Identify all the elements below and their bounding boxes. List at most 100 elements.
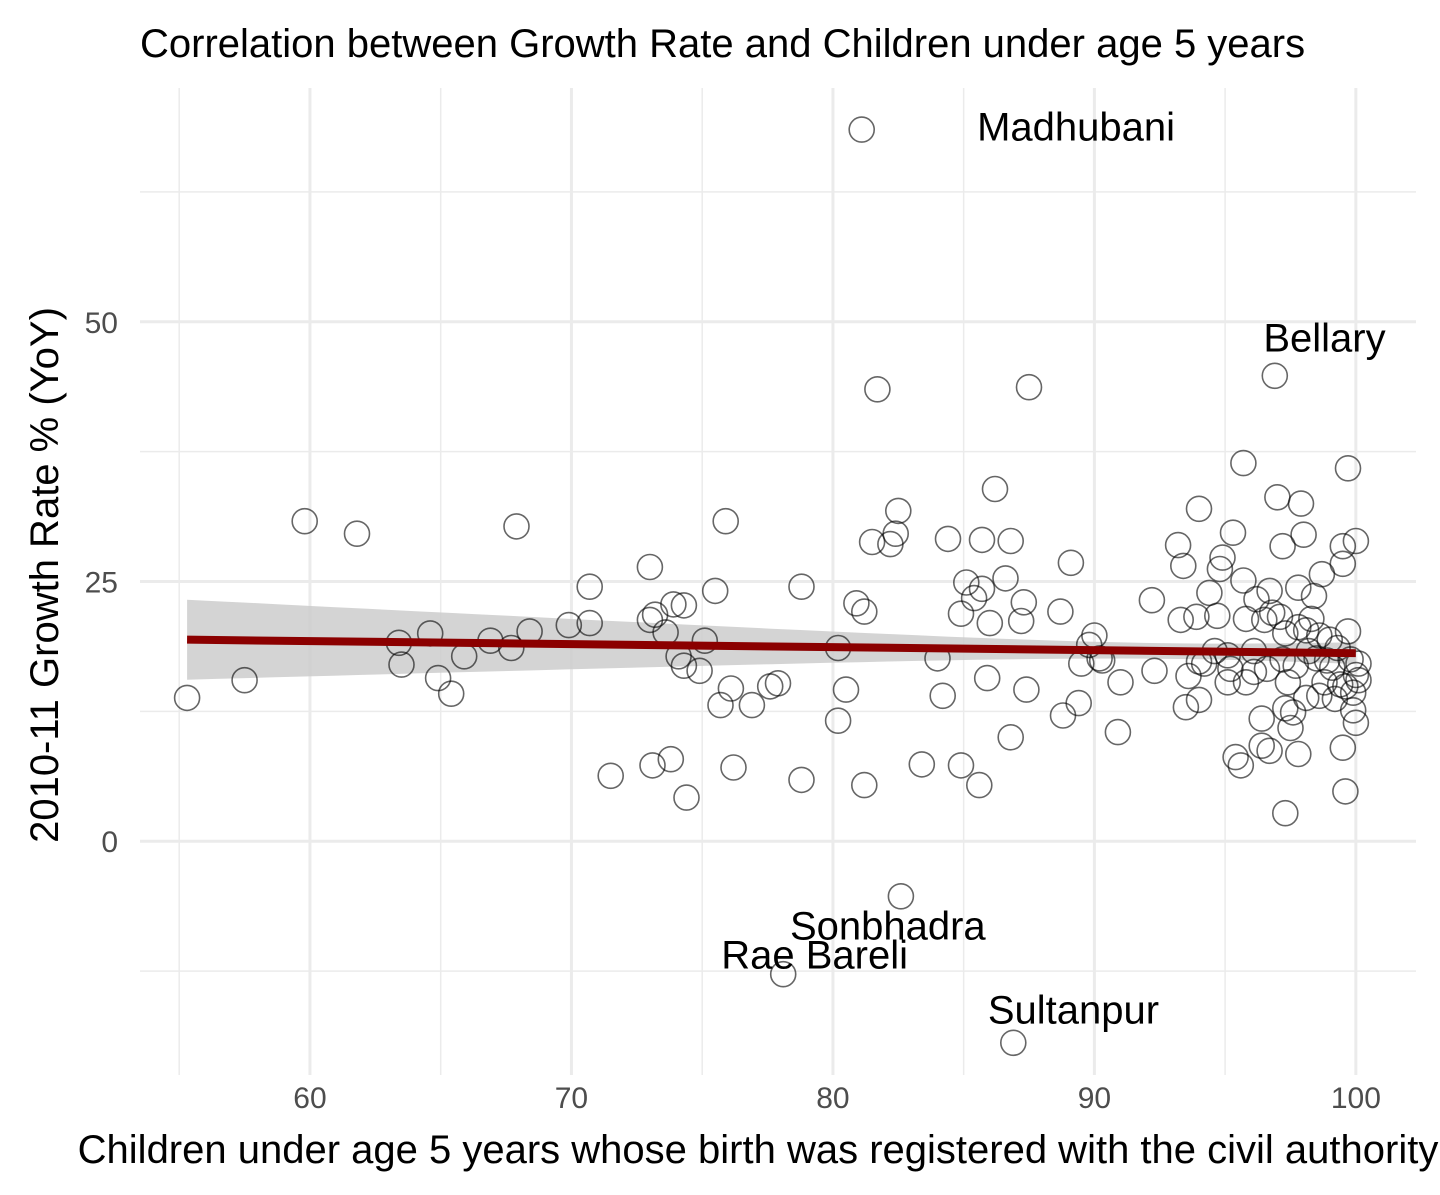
annotation-label: Bellary	[1263, 316, 1385, 360]
data-point	[1214, 668, 1241, 696]
data-point	[947, 752, 975, 779]
major-gridlines	[140, 88, 1416, 1075]
data-point	[686, 657, 713, 685]
data-point	[843, 589, 870, 617]
data-point	[639, 752, 666, 779]
data-point	[1219, 519, 1247, 547]
data-point	[1196, 579, 1223, 607]
data-point	[1290, 521, 1317, 549]
data-point	[1311, 668, 1338, 696]
data-point	[388, 651, 415, 678]
data-point	[1285, 740, 1312, 768]
data-point	[1329, 734, 1357, 762]
data-point	[1167, 606, 1194, 634]
data-point	[1057, 549, 1085, 577]
y-tick-label: 50	[85, 307, 118, 340]
data-point	[1049, 702, 1077, 729]
data-point	[1170, 552, 1197, 580]
data-point	[1306, 682, 1333, 710]
data-point	[887, 882, 915, 910]
data-point	[999, 1029, 1027, 1057]
data-point	[992, 565, 1019, 592]
y-tick-labels: 0 25 50	[85, 307, 118, 859]
data-point	[1256, 737, 1283, 765]
data-point	[691, 627, 719, 655]
data-point	[882, 520, 910, 548]
data-point	[976, 609, 1004, 637]
data-point	[1339, 679, 1367, 707]
data-point	[968, 526, 996, 554]
chart-title: Correlation between Growth Rate and Chil…	[140, 22, 1305, 66]
data-point	[497, 634, 525, 662]
data-point	[1334, 454, 1362, 482]
data-point	[1292, 684, 1320, 712]
data-point	[997, 723, 1025, 751]
data-point	[1332, 778, 1359, 805]
data-point	[1303, 645, 1330, 672]
data-point	[1337, 646, 1364, 673]
data-point	[877, 530, 904, 558]
data-point	[1251, 606, 1278, 634]
x-tick-label: 90	[1078, 1082, 1111, 1115]
data-point	[597, 762, 625, 790]
data-point	[424, 664, 452, 692]
data-point	[1248, 705, 1275, 732]
data-point	[660, 591, 687, 618]
data-point	[670, 592, 698, 619]
data-point	[981, 475, 1009, 503]
data-point	[1248, 732, 1275, 760]
data-point	[1339, 696, 1367, 724]
data-point	[1185, 686, 1213, 714]
data-point	[1332, 673, 1359, 700]
y-tick-label: 25	[85, 567, 118, 600]
data-point	[1232, 668, 1260, 696]
data-point	[576, 573, 604, 601]
data-point	[1326, 671, 1354, 698]
data-point	[973, 664, 1001, 692]
data-point	[1345, 650, 1372, 677]
data-point	[1342, 661, 1370, 689]
data-point	[1230, 449, 1257, 477]
data-point	[1172, 693, 1200, 721]
data-point	[712, 507, 740, 535]
data-point	[1334, 618, 1362, 645]
data-point	[1256, 577, 1283, 605]
data-point	[960, 584, 988, 612]
data-point	[1272, 799, 1299, 827]
data-point	[1206, 555, 1234, 583]
data-point	[858, 528, 886, 556]
data-point	[1086, 645, 1113, 672]
data-point	[1292, 616, 1320, 644]
data-point	[1047, 598, 1074, 625]
x-tick-labels: 60 70 80 90 100	[293, 1082, 1381, 1115]
data-point	[1015, 373, 1043, 401]
data-point	[1138, 586, 1166, 614]
data-point	[848, 116, 876, 143]
data-point	[1261, 362, 1289, 390]
confidence-band-layer	[187, 599, 1356, 680]
data-point	[636, 553, 664, 581]
data-point	[1104, 718, 1132, 746]
data-point	[738, 691, 766, 719]
data-point	[173, 684, 201, 712]
data-point	[657, 745, 685, 773]
annotation-label: Rae Bareli	[721, 933, 908, 977]
data-point	[968, 575, 996, 603]
data-point	[1272, 694, 1299, 722]
data-point	[769, 960, 797, 988]
data-point	[965, 771, 993, 799]
data-point	[1329, 550, 1357, 578]
data-point	[1243, 585, 1270, 613]
data-point	[1185, 495, 1213, 523]
data-point	[1269, 646, 1296, 673]
data-point	[437, 680, 465, 708]
data-point	[1285, 574, 1312, 602]
data-point	[908, 751, 936, 778]
data-point	[864, 375, 891, 403]
data-point	[1141, 657, 1168, 685]
data-point	[1287, 490, 1315, 517]
data-point	[717, 675, 745, 702]
data-point	[1298, 605, 1325, 633]
data-point	[1342, 527, 1370, 555]
